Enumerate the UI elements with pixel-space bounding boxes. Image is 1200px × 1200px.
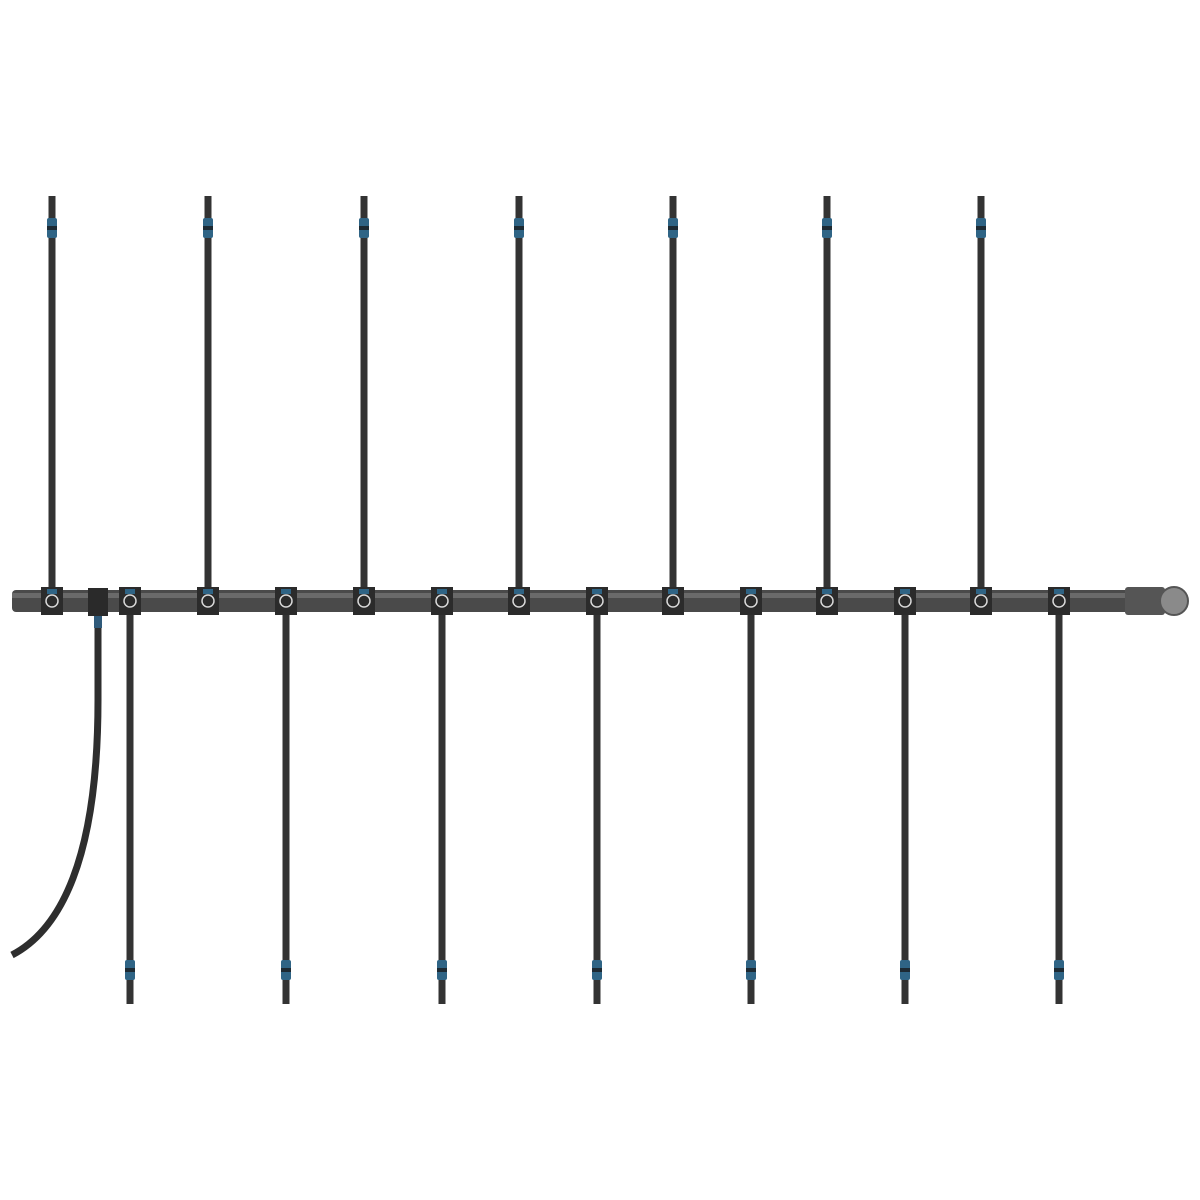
lateral-connector-band: [668, 226, 678, 230]
saddle-clamp: [275, 587, 297, 615]
lateral-connector-band: [592, 968, 602, 972]
saddle-seal: [281, 589, 291, 594]
saddle-clamp: [816, 587, 838, 615]
lateral-pipe: [438, 610, 446, 1004]
saddle-outlet: [201, 594, 215, 608]
saddle-outlet: [512, 594, 526, 608]
lateral-connector-band: [203, 226, 213, 230]
tee-connector: [94, 616, 102, 628]
saddle-clamp: [1048, 587, 1070, 615]
lateral-connector-band: [437, 968, 447, 972]
saddle-clamp: [894, 587, 916, 615]
saddle-clamp: [586, 587, 608, 615]
saddle-seal: [900, 589, 910, 594]
saddle-clamp: [431, 587, 453, 615]
saddle-seal: [592, 589, 602, 594]
end-coupler: [1125, 587, 1165, 615]
saddle-outlet: [45, 594, 59, 608]
saddle-outlet: [279, 594, 293, 608]
saddle-outlet: [590, 594, 604, 608]
saddle-seal: [359, 589, 369, 594]
saddle-outlet: [744, 594, 758, 608]
saddle-outlet: [357, 594, 371, 608]
saddle-clamp: [662, 587, 684, 615]
lateral-connector-band: [822, 226, 832, 230]
lateral-connector-band: [47, 226, 57, 230]
saddle-outlet: [666, 594, 680, 608]
lateral-connector-band: [976, 226, 986, 230]
lateral-pipe: [747, 610, 755, 1004]
saddle-clamp: [970, 587, 992, 615]
saddle-seal: [976, 589, 986, 594]
saddle-seal: [746, 589, 756, 594]
lateral-pipe: [126, 610, 134, 1004]
saddle-seal: [47, 589, 57, 594]
saddle-seal: [1054, 589, 1064, 594]
tee-fitting: [88, 588, 108, 616]
end-cap: [1159, 586, 1189, 616]
saddle-clamp: [353, 587, 375, 615]
lateral-pipe: [360, 196, 368, 592]
saddle-clamp: [740, 587, 762, 615]
lateral-pipe: [669, 196, 677, 592]
saddle-outlet: [123, 594, 137, 608]
lateral-pipe: [901, 610, 909, 1004]
saddle-seal: [514, 589, 524, 594]
lateral-pipe: [823, 196, 831, 592]
lateral-pipe: [48, 196, 56, 592]
saddle-seal: [822, 589, 832, 594]
saddle-clamp: [119, 587, 141, 615]
saddle-seal: [668, 589, 678, 594]
lateral-pipe: [593, 610, 601, 1004]
laterals: [47, 196, 1064, 1004]
saddle-seal: [125, 589, 135, 594]
lateral-connector-band: [125, 968, 135, 972]
lateral-connector-band: [514, 226, 524, 230]
clamps: [41, 587, 1070, 615]
saddle-outlet: [898, 594, 912, 608]
lateral-pipe: [977, 196, 985, 592]
saddle-seal: [203, 589, 213, 594]
lateral-connector-band: [281, 968, 291, 972]
saddle-seal: [437, 589, 447, 594]
lateral-pipe: [1055, 610, 1063, 1004]
saddle-outlet: [974, 594, 988, 608]
supply-hose: [10, 612, 102, 959]
lateral-pipe: [204, 196, 212, 592]
lateral-pipe: [515, 196, 523, 592]
saddle-outlet: [435, 594, 449, 608]
saddle-clamp: [508, 587, 530, 615]
saddle-clamp: [197, 587, 219, 615]
lateral-pipe: [282, 610, 290, 1004]
lateral-connector-band: [359, 226, 369, 230]
saddle-outlet: [1052, 594, 1066, 608]
lateral-connector-band: [746, 968, 756, 972]
saddle-clamp: [41, 587, 63, 615]
lateral-connector-band: [900, 968, 910, 972]
lateral-connector-band: [1054, 968, 1064, 972]
saddle-outlet: [820, 594, 834, 608]
